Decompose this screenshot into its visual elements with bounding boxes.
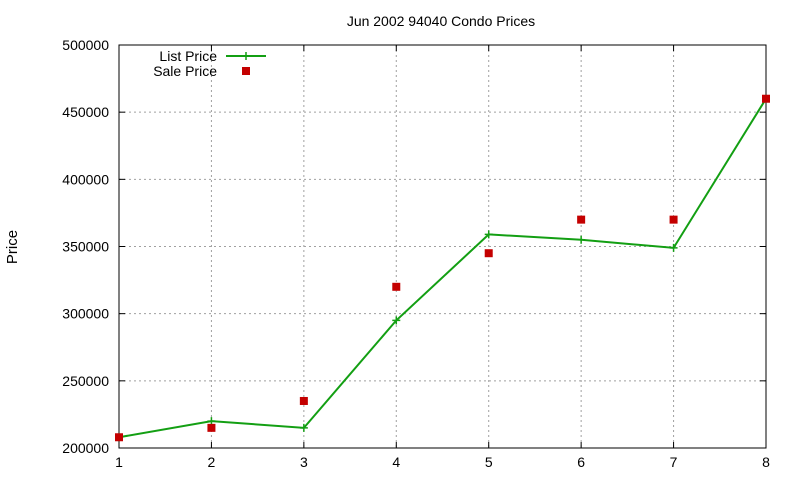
chart-title: Jun 2002 94040 Condo Prices (347, 13, 535, 29)
x-tick-label-7: 8 (762, 454, 770, 470)
y-tick-labels: 200000 250000 300000 350000 400000 450000 5000… (62, 37, 109, 456)
legend-marker-list-price (242, 52, 250, 60)
legend: List Price Sale Price (153, 48, 266, 79)
point-list-price-6 (669, 243, 678, 252)
x-tick-label-3: 4 (392, 454, 400, 470)
y-axis-label: Price (4, 230, 21, 264)
point-list-price-4 (484, 230, 493, 239)
point-sale-price-7 (762, 94, 770, 103)
point-sale-price-2 (299, 396, 308, 405)
point-sale-price-6 (669, 215, 678, 224)
point-sale-price-5 (577, 215, 586, 224)
point-sale-price-4 (484, 249, 493, 258)
y-tick-label-6: 500000 (62, 37, 109, 53)
y-tick-label-5: 450000 (62, 104, 109, 120)
legend-label-list-price: List Price (159, 48, 217, 64)
x-tick-label-5: 6 (577, 454, 585, 470)
point-list-price-1 (207, 417, 216, 426)
legend-label-sale-price: Sale Price (153, 63, 217, 79)
point-sale-price-1 (207, 423, 216, 432)
y-tick-label-1: 250000 (62, 373, 109, 389)
y-tick-label-4: 400000 (62, 171, 109, 187)
legend-marker-sale-price (242, 67, 250, 75)
y-tick-label-2: 300000 (62, 306, 109, 322)
x-tick-label-1: 2 (208, 454, 216, 470)
x-tick-label-2: 3 (300, 454, 308, 470)
point-list-price-3 (392, 316, 401, 325)
point-list-price-2 (299, 423, 308, 432)
point-list-price-5 (577, 235, 586, 244)
x-tick-label-4: 5 (485, 454, 493, 470)
x-tick-labels: 1 2 3 4 5 6 7 8 (115, 454, 770, 470)
x-tick-label-0: 1 (115, 454, 123, 470)
point-sale-price-0 (115, 433, 123, 442)
series-line-list-price (118, 98, 767, 439)
series (115, 94, 770, 442)
x-tick-label-6: 7 (670, 454, 678, 470)
point-sale-price-3 (392, 282, 401, 291)
axis-ticks (118, 44, 767, 449)
y-tick-label-0: 200000 (62, 440, 109, 456)
y-tick-label-3: 350000 (62, 239, 109, 255)
